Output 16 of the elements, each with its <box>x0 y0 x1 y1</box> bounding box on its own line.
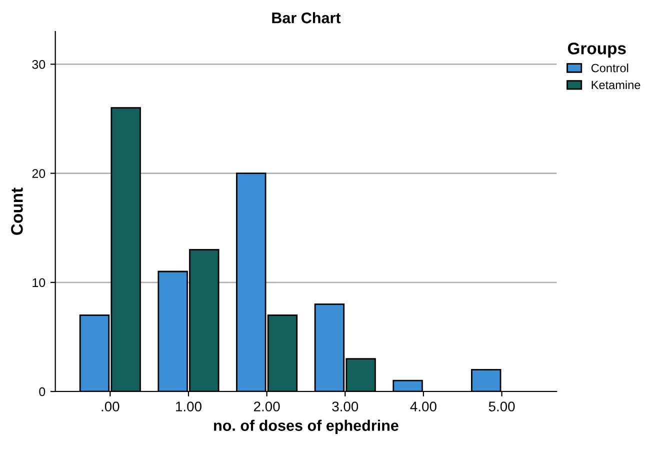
x-tick-label: 4.00 <box>410 402 436 412</box>
legend-label: Control <box>591 64 628 72</box>
y-tick-label: 20 <box>32 169 46 178</box>
x-tick-label: 2.00 <box>254 402 280 412</box>
chart-title: Bar Chart <box>272 12 341 24</box>
y-tick-label: 10 <box>32 278 46 288</box>
legend-label: Ketamine <box>592 80 640 90</box>
x-axis-title: no. of doses of ephedrine <box>214 420 398 434</box>
legend-title: Groups <box>568 42 626 58</box>
y-axis-title: Count <box>11 188 23 235</box>
x-tick-label: 1.00 <box>176 402 202 412</box>
y-tick-label: 0 <box>39 387 46 396</box>
y-tick-label: 30 <box>32 60 46 69</box>
x-tick-label: .00 <box>102 402 120 412</box>
x-tick-label: 3.00 <box>332 402 358 412</box>
x-tick-label: 5.00 <box>488 402 515 412</box>
